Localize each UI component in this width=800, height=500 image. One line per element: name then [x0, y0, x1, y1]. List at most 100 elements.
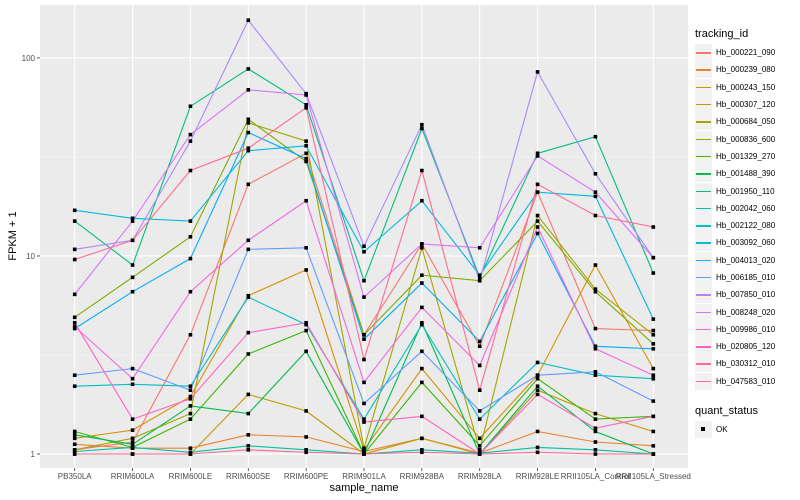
data-point: [304, 448, 308, 452]
data-point: [362, 332, 366, 337]
data-point: [304, 328, 308, 333]
legend-key: [695, 78, 712, 96]
data-point: [535, 429, 540, 434]
data-point: [420, 450, 424, 455]
shape-legend: quant_status OK: [695, 405, 758, 439]
legend-key: [695, 96, 712, 114]
legend-key: [695, 338, 712, 356]
legend-label: Hb_030312_010: [716, 359, 776, 369]
legend-label: Hb_006185_010: [716, 273, 776, 282]
data-point: [420, 273, 424, 277]
data-point: [477, 344, 482, 349]
data-point: [593, 417, 598, 421]
data-point: [72, 452, 77, 456]
data-point: [246, 411, 251, 416]
line-swatch-icon: [696, 225, 711, 227]
data-point: [420, 414, 424, 419]
data-point: [593, 426, 598, 431]
legend-item: Hb_000221_090: [695, 44, 775, 62]
line-swatch-icon: [696, 104, 711, 106]
data-point: [535, 384, 540, 389]
data-point: [362, 249, 366, 254]
data-point: [593, 134, 598, 139]
y-tick-label: 100: [22, 54, 36, 63]
data-point: [420, 245, 424, 250]
data-point: [477, 388, 482, 393]
line-swatch-icon: [696, 69, 711, 71]
data-point: [477, 275, 482, 280]
legend-key: [695, 165, 712, 183]
data-point: [130, 417, 135, 421]
x-tick-label: RRII105LA_Control: [561, 472, 631, 481]
data-point: [420, 198, 424, 203]
data-point: [477, 444, 482, 448]
data-point: [130, 452, 135, 456]
data-point: [651, 255, 656, 260]
data-point: [362, 380, 366, 385]
legend-item: Hb_001950_110: [695, 182, 775, 200]
data-point: [246, 148, 251, 153]
data-point: [535, 225, 540, 229]
data-point: [362, 337, 366, 341]
data-point: [188, 139, 193, 143]
x-tick-label: RRIM928BA: [400, 472, 445, 481]
legend-item: Hb_001329_270: [695, 147, 775, 165]
x-tick-label: RRIM600LA: [111, 472, 155, 481]
x-tick-label: RRIM928LE: [516, 472, 560, 481]
data-point: [72, 436, 77, 441]
data-point: [188, 417, 193, 421]
point-icon: [701, 427, 705, 432]
data-point: [535, 190, 540, 194]
legend-item: Hb_000239_080: [695, 61, 775, 79]
data-point: [72, 384, 77, 389]
data-point: [188, 394, 193, 399]
shape-legend-title: quant_status: [695, 405, 758, 417]
data-point: [304, 268, 308, 272]
legend-label: Hb_004013_020: [716, 255, 776, 265]
data-point: [72, 449, 77, 454]
data-point: [593, 190, 598, 194]
x-axis: PB350LA RRIM600LA RRIM600LE RRIM600SE RRIM60…: [58, 468, 691, 481]
data-point: [362, 244, 366, 249]
data-point: [130, 382, 135, 387]
data-point: [130, 289, 135, 294]
data-point: [304, 139, 308, 143]
data-point: [246, 392, 251, 397]
data-point: [188, 411, 193, 416]
data-point: [246, 130, 251, 135]
data-point: [651, 376, 656, 381]
data-point: [362, 446, 366, 451]
line-swatch-icon: [696, 363, 711, 365]
legend-key: [695, 130, 712, 148]
line-swatch-icon: [696, 138, 711, 141]
data-point: [188, 219, 193, 223]
data-point: [593, 346, 598, 351]
line-swatch-icon: [696, 242, 711, 244]
data-point: [477, 273, 482, 277]
line-swatch-icon: [696, 155, 711, 158]
data-point: [72, 442, 77, 447]
legend-key: [695, 303, 712, 321]
legend-item: Hb_000307_120: [695, 96, 775, 114]
data-point: [420, 320, 424, 325]
data-point: [246, 352, 251, 356]
line-swatch-icon: [696, 346, 711, 348]
line-swatch-icon: [696, 277, 711, 279]
data-point: [535, 219, 540, 223]
data-point: [130, 219, 135, 223]
legend-label: Hb_000243_150: [716, 82, 776, 92]
data-point: [593, 213, 598, 218]
data-point: [651, 452, 656, 456]
data-point: [188, 104, 193, 109]
data-point: [651, 328, 656, 333]
legend-item: Hb_000836_600: [695, 130, 776, 148]
data-point: [593, 440, 598, 444]
legend-label: Hb_008248_020: [716, 307, 776, 317]
line-swatch-icon: [696, 52, 711, 54]
data-point: [535, 182, 540, 187]
data-point: [304, 159, 308, 164]
data-point: [362, 401, 366, 406]
legend-label: Hb_000836_600: [716, 134, 776, 144]
data-point: [72, 324, 77, 329]
data-point: [535, 388, 540, 393]
